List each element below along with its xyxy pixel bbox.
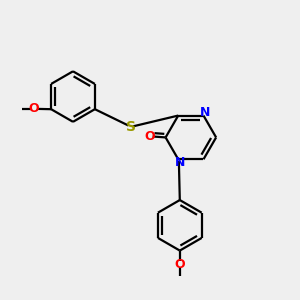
Text: O: O: [175, 258, 185, 271]
Text: N: N: [200, 106, 211, 118]
Text: N: N: [175, 156, 185, 169]
Text: O: O: [145, 130, 155, 143]
Text: S: S: [125, 120, 136, 134]
Text: O: O: [28, 102, 39, 116]
